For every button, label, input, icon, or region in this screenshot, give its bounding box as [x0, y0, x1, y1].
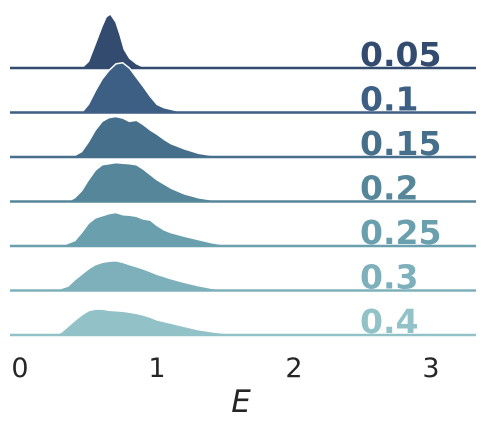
x-axis-label: E: [231, 384, 251, 420]
ridge-0.25: 0.25: [10, 211, 476, 252]
ridge-area-0.4: [53, 308, 261, 336]
x-tick-label-3: 3: [422, 353, 439, 384]
ridge-area-0.1: [80, 62, 186, 114]
ridge-0.2: 0.2: [10, 161, 476, 208]
ridge-label-0.15: 0.15: [360, 124, 441, 163]
ridge-label-0.1: 0.1: [360, 80, 418, 119]
ridge-area-0.2: [67, 161, 227, 203]
ridge-label-0.3: 0.3: [360, 258, 418, 297]
ridge-area-0.05: [80, 13, 151, 69]
ridge-area-0.25: [60, 211, 234, 247]
ridge-0.15: 0.15: [10, 115, 476, 163]
ridge-area-0.15: [71, 115, 227, 158]
ridge-area-0.3: [53, 260, 234, 292]
ridge-0.1: 0.1: [10, 62, 476, 119]
x-tick-label-2: 2: [285, 353, 302, 384]
ridge-label-0.25: 0.25: [360, 213, 441, 252]
ridge-0.3: 0.3: [10, 258, 476, 297]
ridge-label-0.2: 0.2: [360, 169, 418, 208]
ridges: 0.05 0.1 0.15 0.2 0.25 0.3 0.4: [10, 13, 476, 341]
x-axis-ticks: 0 1 2 3: [11, 353, 439, 384]
x-tick-label-1: 1: [148, 353, 165, 384]
ridge-label-0.05: 0.05: [360, 35, 441, 74]
ridge-0.4: 0.4: [10, 302, 476, 341]
x-tick-label-0: 0: [11, 353, 28, 384]
ridge-label-0.4: 0.4: [360, 302, 418, 341]
ridge-0.05: 0.05: [10, 13, 476, 74]
